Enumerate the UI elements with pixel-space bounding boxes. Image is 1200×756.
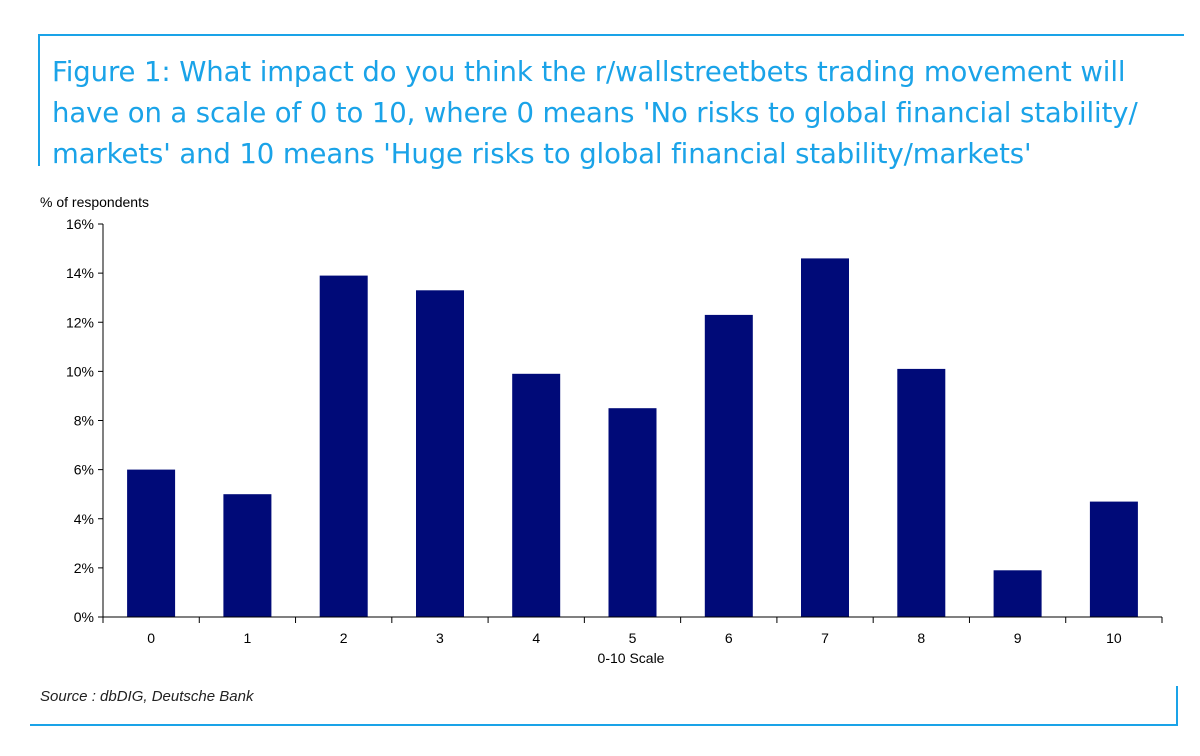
x-tick-label: 2	[340, 630, 348, 646]
x-tick-label: 6	[725, 630, 733, 646]
frame-right-border	[1176, 686, 1178, 726]
bar-3	[416, 290, 464, 617]
figure-title: Figure 1: What impact do you think the r…	[52, 56, 1138, 170]
bar-2	[319, 275, 368, 617]
y-tick-label: 8%	[74, 413, 94, 429]
x-tick-label: 10	[1106, 630, 1122, 646]
bar-5	[608, 408, 657, 617]
bar-0	[127, 469, 176, 617]
y-tick-label: 2%	[74, 560, 94, 576]
y-tick-label: 10%	[66, 363, 94, 379]
bar-6	[704, 314, 753, 617]
y-tick-label: 16%	[66, 216, 94, 232]
bar-1	[223, 494, 272, 617]
source-note: Source : dbDIG, Deutsche Bank	[40, 688, 254, 705]
bar-10	[1089, 501, 1138, 617]
bar-7	[801, 258, 849, 617]
x-tick-label: 0	[147, 630, 155, 646]
bar-9	[993, 570, 1042, 617]
frame-top-border	[38, 34, 1184, 36]
x-tick-label: 9	[1014, 630, 1022, 646]
frame-left-border	[38, 34, 40, 166]
x-tick-label: 3	[436, 630, 444, 646]
x-axis-label: 0-10 Scale	[598, 650, 665, 666]
x-tick-label: 8	[917, 630, 925, 646]
y-tick-label: 12%	[66, 314, 94, 330]
y-tick-label: 14%	[66, 265, 94, 281]
x-tick-label: 1	[244, 630, 252, 646]
y-axis-label: % of respondents	[40, 194, 149, 210]
x-tick-label: 5	[629, 630, 637, 646]
y-tick-label: 6%	[74, 462, 94, 478]
frame-bottom-border	[30, 724, 1178, 726]
bar-4	[512, 373, 561, 617]
y-tick-label: 0%	[74, 609, 94, 625]
plot-area: 0% 2% 4% 6% 8% 10% 12% 14% 16% 0 1 2 3 4 5 6 7 8 9 10	[66, 216, 1163, 646]
x-tick-label: 4	[532, 630, 540, 646]
bar-8	[897, 368, 946, 617]
x-tick-label: 7	[821, 630, 829, 646]
y-tick-label: 4%	[74, 511, 94, 527]
